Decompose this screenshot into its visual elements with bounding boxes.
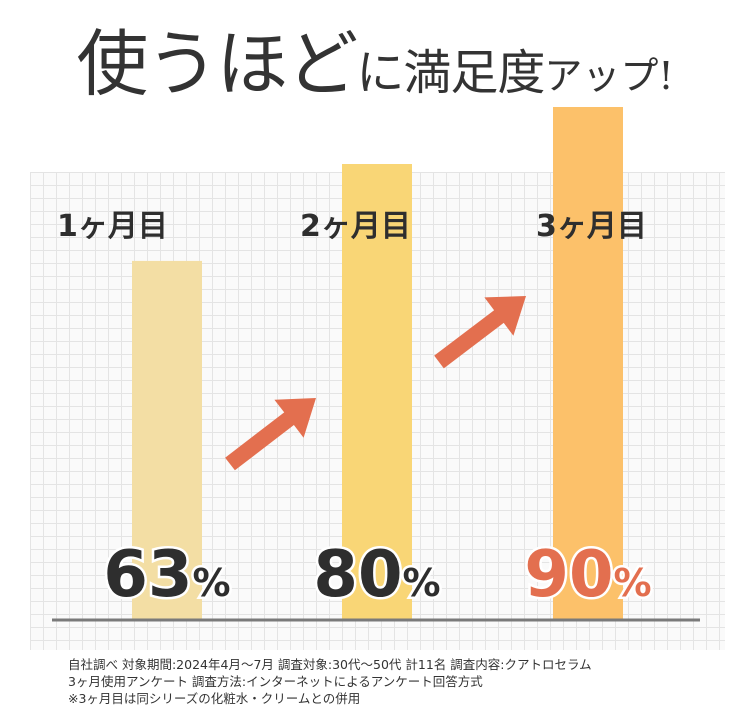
bar-1 <box>132 260 202 620</box>
headline-main: 使うほど <box>76 22 358 106</box>
value-unit-1: % <box>192 561 230 605</box>
labels-layer: 1ヶ月目 63% 2ヶ月目 80% 3ヶ月目 90% <box>57 209 654 615</box>
headline: 使うほどに満足度アップ! <box>0 28 750 100</box>
bar-2 <box>342 164 412 620</box>
headline-end: アップ! <box>544 54 674 98</box>
survey-footnote: 自社調べ 対象期間:2024年4月〜7月 調査対象:30代〜50代 計11名 調… <box>68 656 592 707</box>
footnote-line-1: 自社調べ 対象期間:2024年4月〜7月 調査対象:30代〜50代 計11名 調… <box>68 657 592 672</box>
footnote-line-2: 3ヶ月使用アンケート 調査方法:インターネットによるアンケート回答方式 <box>68 674 483 689</box>
growth-arrow-2 <box>434 296 526 369</box>
value-label-3: 90% <box>524 538 651 612</box>
bars-layer <box>132 107 623 620</box>
headline-middle: に満足度 <box>356 45 545 101</box>
category-label-1: 1ヶ月目 <box>57 209 168 244</box>
value-number-3: 90 <box>524 538 613 612</box>
footnote-line-3: ※3ヶ月目は同シリーズの化粧水・クリームとの併用 <box>68 691 361 706</box>
value-unit-3: % <box>613 561 651 605</box>
bar-3 <box>553 107 623 620</box>
value-number-1: 63 <box>103 538 192 612</box>
value-label-2: 80% <box>313 538 440 612</box>
value-number-2: 80 <box>313 538 402 612</box>
category-label-3: 3ヶ月目 <box>536 209 647 244</box>
value-label-1: 63% <box>103 538 230 612</box>
category-label-2: 2ヶ月目 <box>300 209 411 244</box>
arrows-layer <box>225 296 526 471</box>
growth-arrow-1 <box>225 398 316 471</box>
value-unit-2: % <box>402 561 440 605</box>
